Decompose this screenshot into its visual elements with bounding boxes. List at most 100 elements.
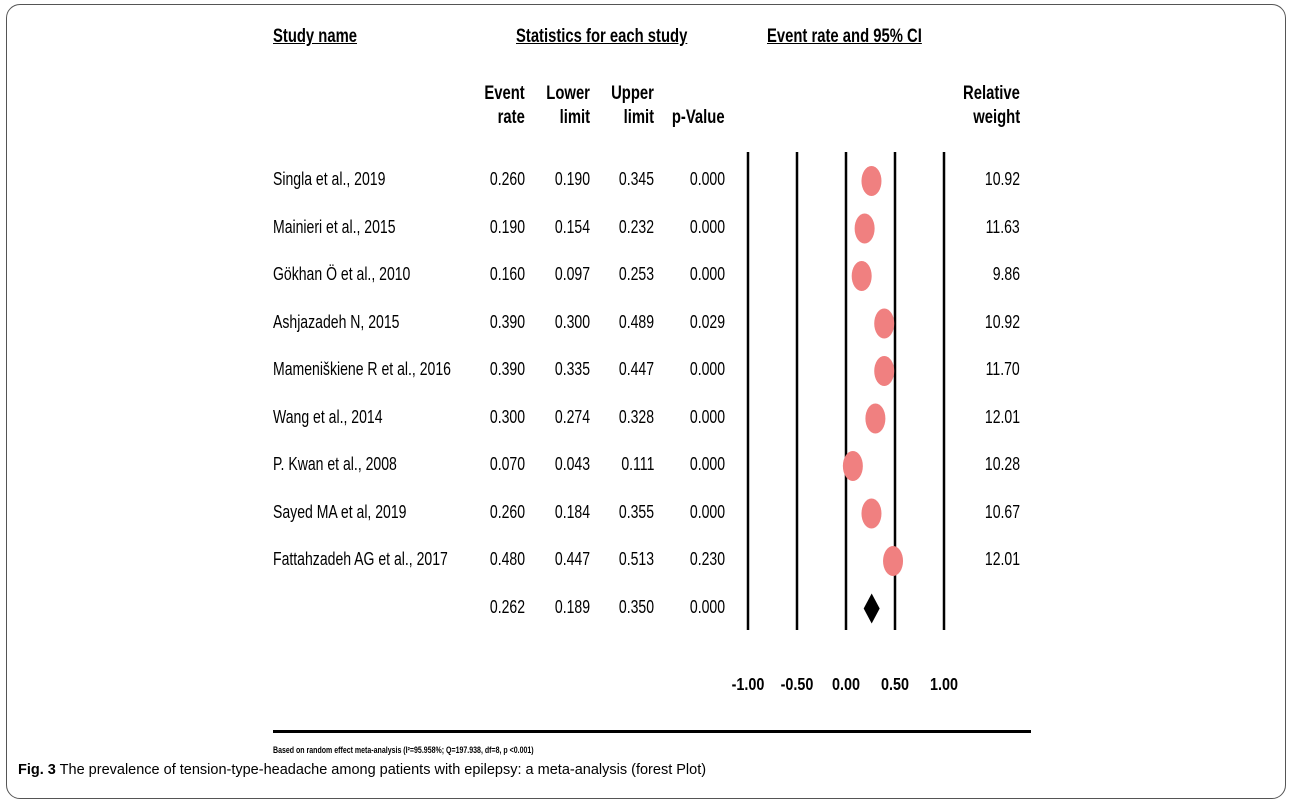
figure-caption: Fig. 3 The prevalence of tension-type-he… [18,762,706,778]
lower-limit-cell-text: 0.300 [554,311,590,332]
summary-event-rate-cell: 0.262 [480,597,525,618]
upper-limit-cell: 0.355 [609,502,654,523]
event-rate-cell-text: 0.070 [489,454,525,474]
event-rate-cell-text: 0.390 [489,359,525,379]
figure-frame [6,4,1286,799]
p-value-cell: 0.000 [680,264,725,285]
lower-limit-cell-text: 0.190 [554,169,590,189]
lower-limit-cell-text: 0.184 [554,501,590,522]
weight-cell: 9.86 [985,264,1020,285]
caption-text: The prevalence of tension-type-headache … [59,762,707,778]
p-value-cell: 0.000 [680,169,725,190]
upper-limit-cell-text: 0.447 [618,359,654,379]
weight-cell: 11.63 [976,217,1020,238]
weight-cell-text: 12.01 [984,549,1020,569]
event-rate-cell: 0.070 [480,454,525,475]
upper-limit-cell-text: 0.111 [620,454,654,474]
study-name-text: P. Kwan et al., 2008 [273,454,397,474]
lower-limit-cell-text: 0.154 [554,216,590,237]
upper-limit-cell-text: 0.253 [618,264,654,284]
p-value-header: p-Value [672,107,725,128]
study-name-text: Sayed MA et al, 2019 [273,501,407,522]
footnote: Based on random effect meta-analysis (I²… [273,745,534,755]
p-value-cell: 0.029 [680,312,725,333]
tick-label: -0.50 [781,675,814,695]
weight-cell-text: 10.67 [984,501,1020,522]
summary-lower-limit-cell: 0.189 [545,597,590,618]
event-rate-cell: 0.260 [480,502,525,523]
upper-limit-header: Upper limit [611,83,654,128]
weight-cell: 10.28 [975,454,1020,475]
study-name-cell: Singla et al., 2019 [273,169,417,190]
plot-header: Event rate and 95% CI [767,26,922,47]
p-value-cell-text: 0.000 [689,359,725,379]
upper-limit-cell: 0.513 [609,549,654,570]
weight-cell-text: 10.28 [984,454,1020,474]
p-value-cell-text: 0.029 [689,311,725,332]
upper-limit-cell: 0.328 [609,407,654,428]
summary-p-value-cell-text: 0.000 [689,596,725,617]
summary-upper-limit-cell: 0.350 [609,597,654,618]
study-marker [851,261,872,291]
p-value-cell-text: 0.230 [689,549,725,569]
study-marker [865,403,886,434]
upper-limit-cell-text: 0.328 [618,406,654,427]
summary-event-rate-cell-text: 0.262 [489,596,525,617]
upper-limit-cell-text: 0.355 [618,501,654,522]
study-name-text: Mainieri et al., 2015 [273,216,396,237]
event-rate-cell-text: 0.160 [489,264,525,284]
lower-limit-cell-text: 0.043 [554,454,590,474]
study-name-text: Singla et al., 2019 [273,169,386,189]
study-name-cell: Sayed MA et al, 2019 [273,502,444,523]
study-marker [861,498,882,529]
event-rate-cell-text: 0.300 [489,406,525,427]
study-marker [842,451,863,481]
upper-limit-cell-text: 0.345 [618,169,654,189]
event-rate-cell-text: 0.260 [489,169,525,189]
p-value-cell-text: 0.000 [689,501,725,522]
weight-cell: 10.67 [975,502,1020,523]
p-value-cell-text: 0.000 [689,264,725,284]
lower-limit-cell-text: 0.335 [554,359,590,379]
lower-limit-cell: 0.184 [545,502,590,523]
study-name-text: Gökhan Ö et al., 2010 [273,264,411,284]
study-name-cell: P. Kwan et al., 2008 [273,454,432,475]
event-rate-cell-text: 0.390 [489,311,525,332]
upper-limit-cell-text: 0.232 [618,216,654,237]
lower-limit-cell-text: 0.097 [554,264,590,284]
tick-label: 1.00 [930,675,958,695]
weight-cell-text: 11.70 [985,359,1020,379]
study-name-cell: Gökhan Ö et al., 2010 [273,264,449,285]
study-name-header: Study name [273,26,358,47]
bottom-rule [273,730,1031,733]
weight-cell-text: 12.01 [984,406,1020,427]
p-value-cell-text: 0.000 [689,454,725,474]
summary-lower-limit-cell-text: 0.189 [554,596,590,617]
lower-limit-cell-text: 0.447 [554,549,590,569]
event-rate-cell-text: 0.260 [489,501,525,522]
weight-cell-text: 11.63 [985,216,1020,237]
study-name-cell: Mainieri et al., 2015 [273,217,430,238]
study-name-text: Wang et al., 2014 [273,406,383,427]
study-marker [874,308,895,339]
lower-limit-cell: 0.097 [545,264,590,285]
event-rate-header: Event rate [484,83,525,128]
study-name-text: Fattahzadeh AG et al., 2017 [273,549,448,569]
relative-weight-header: Relative weight [963,83,1020,128]
p-value-cell: 0.000 [680,217,725,238]
study-marker [883,546,904,576]
weight-cell: 12.01 [975,407,1020,428]
lower-limit-cell: 0.043 [545,454,590,475]
event-rate-cell: 0.390 [480,312,525,333]
study-name-text: Mameniškiene R et al., 2016 [273,359,451,379]
tick-label: -1.00 [732,675,765,695]
upper-limit-cell: 0.111 [612,454,654,475]
caption-label: Fig. 3 [18,762,56,778]
statistics-header: Statistics for each study [516,26,688,47]
lower-limit-cell: 0.154 [545,217,590,238]
lower-limit-cell-text: 0.274 [554,406,590,427]
upper-limit-cell: 0.345 [609,169,654,190]
p-value-cell: 0.000 [680,454,725,475]
summary-upper-limit-cell-text: 0.350 [618,596,654,617]
